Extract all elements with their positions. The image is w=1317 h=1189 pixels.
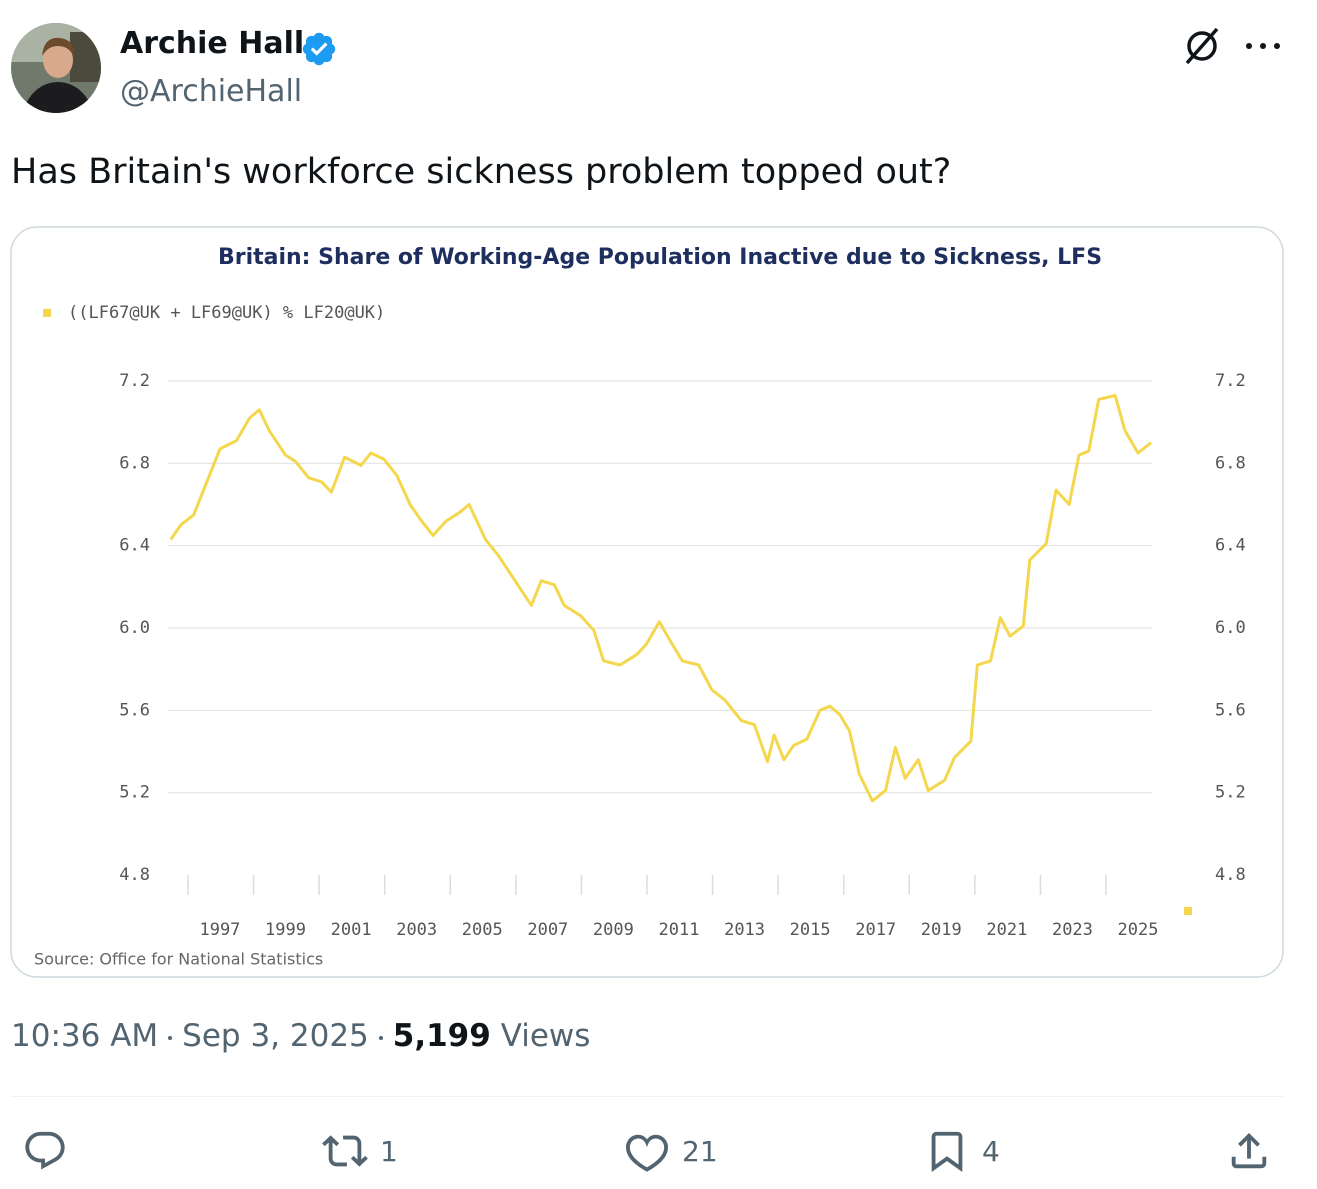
y2-tick-label: 6.0 xyxy=(1215,618,1246,638)
tweet-meta: 10:36 AM Sep 3, 2025 5,199 Views xyxy=(11,1018,590,1054)
like-count[interactable]: 21 xyxy=(682,1135,718,1168)
x-tick-label: 1999 xyxy=(265,920,306,940)
retweet-count[interactable]: 1 xyxy=(380,1135,398,1168)
x-tick-label: 2007 xyxy=(527,920,568,940)
y-tick-label: 7.2 xyxy=(119,371,150,391)
bookmark-count[interactable]: 4 xyxy=(982,1135,1000,1168)
chart-source: Source: Office for National Statistics xyxy=(34,950,323,969)
views-count: 5,199 xyxy=(392,1018,491,1054)
chart-card xyxy=(10,226,1284,978)
y2-tick-label: 6.8 xyxy=(1215,453,1246,473)
x-tick-label: 2013 xyxy=(724,920,765,940)
chart-title: Britain: Share of Working-Age Population… xyxy=(218,245,1102,270)
data-line xyxy=(169,393,1153,803)
y2-tick-label: 6.4 xyxy=(1215,536,1246,556)
x-tick-label: 2003 xyxy=(396,920,437,940)
separator xyxy=(168,1035,173,1040)
tweet-text: Has Britain's workforce sickness problem… xyxy=(11,152,952,192)
legend-label: ((LF67@UK + LF69@UK) % LF20@UK) xyxy=(68,303,385,323)
share-button[interactable] xyxy=(1226,1128,1272,1174)
separator xyxy=(378,1035,383,1040)
date[interactable]: Sep 3, 2025 xyxy=(182,1018,369,1054)
y-tick-label: 5.6 xyxy=(119,700,150,720)
reply-button[interactable] xyxy=(22,1128,68,1174)
y-tick-label: 4.8 xyxy=(119,865,150,885)
x-tick-label: 2019 xyxy=(921,920,962,940)
bookmark-button[interactable] xyxy=(924,1128,970,1174)
more-icon[interactable] xyxy=(1244,36,1284,56)
divider xyxy=(11,1096,1284,1097)
chart[interactable]: Britain: Share of Working-Age Population… xyxy=(10,226,1285,979)
y-tick-label: 6.8 xyxy=(119,453,150,473)
x-tick-label: 2009 xyxy=(593,920,634,940)
avatar[interactable] xyxy=(10,22,102,114)
x-tick-label: 2021 xyxy=(986,920,1027,940)
grok-icon[interactable] xyxy=(1182,26,1222,66)
x-tick-label: 2005 xyxy=(462,920,503,940)
y-tick-label: 6.0 xyxy=(119,618,150,638)
views-label: Views xyxy=(500,1018,591,1054)
verified-badge[interactable] xyxy=(300,30,338,68)
x-tick-label: 2011 xyxy=(659,920,700,940)
like-button[interactable] xyxy=(624,1128,670,1174)
y2-tick-label: 7.2 xyxy=(1215,371,1246,391)
x-tick-label: 1997 xyxy=(199,920,240,940)
author-name[interactable]: Archie Hall xyxy=(120,26,305,61)
decoration xyxy=(1184,907,1192,915)
y2-tick-label: 5.6 xyxy=(1215,700,1246,720)
author-handle[interactable]: @ArchieHall xyxy=(120,74,303,109)
legend-swatch xyxy=(43,309,51,317)
y2-tick-label: 5.2 xyxy=(1215,783,1246,803)
x-tick-label: 2017 xyxy=(855,920,896,940)
y-tick-label: 6.4 xyxy=(119,536,150,556)
time[interactable]: 10:36 AM xyxy=(11,1018,159,1054)
y-tick-label: 5.2 xyxy=(119,783,150,803)
chart-body: Britain: Share of Working-Age Population… xyxy=(10,226,1284,978)
x-tick-label: 2023 xyxy=(1052,920,1093,940)
x-tick-label: 2001 xyxy=(331,920,372,940)
retweet-button[interactable] xyxy=(322,1128,368,1174)
x-tick-label: 2015 xyxy=(790,920,831,940)
x-tick-label: 2025 xyxy=(1118,920,1159,940)
y2-tick-label: 4.8 xyxy=(1215,865,1246,885)
